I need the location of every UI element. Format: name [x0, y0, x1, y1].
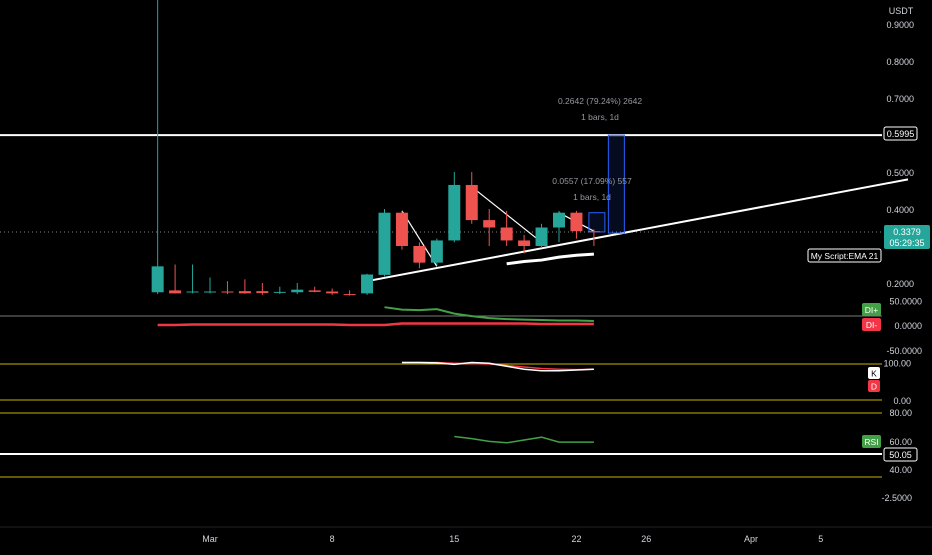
price-tick-label: 0.5000: [886, 168, 914, 178]
rsi-line: [454, 435, 594, 444]
candle-body: [361, 274, 374, 294]
price-axis[interactable]: USDT 0.9000 0.8000 0.7000 0.5000 0.4000 0.200…: [807, 6, 930, 503]
candle-body: [448, 184, 461, 241]
ema-label: My Script:EMA 21: [811, 251, 879, 261]
stoch-k-label-bg: [868, 367, 880, 379]
candle-body: [465, 184, 478, 221]
di-plus-label-bg: [862, 303, 881, 316]
candle-body: [587, 231, 600, 233]
price-tick-label: 0.8000: [886, 57, 914, 67]
dmi-tick-label: 50.0000: [889, 296, 922, 306]
dmi-tick-label: -50.0000: [886, 346, 922, 356]
measure-sublabel: 1 bars, 1d: [573, 192, 611, 202]
ema-label-bg: [807, 248, 882, 263]
stoch-d-label: D: [871, 382, 877, 392]
rsi-tick-label: 80.00: [889, 408, 912, 418]
candle-body: [169, 290, 182, 294]
separators-layer: [0, 231, 882, 478]
di-minus-line: [157, 322, 594, 327]
dmi-tick-label: 0.0000: [894, 321, 922, 331]
candle-body: [395, 212, 408, 246]
di-plus-label: DI+: [865, 305, 879, 315]
candle-body: [483, 220, 496, 228]
candle-body: [500, 227, 513, 241]
di-minus-label: DI-: [866, 320, 878, 330]
stoch-d-label-bg: [868, 380, 880, 392]
level-price-badge: 0.5995: [887, 129, 915, 139]
time-tick-label: 5: [818, 534, 823, 544]
rsi-value-badge-bg: [883, 447, 918, 462]
time-tick-label: 15: [449, 534, 459, 544]
candle-body: [518, 240, 531, 246]
candle-body: [221, 291, 234, 293]
rsi-tick-label: -2.5000: [881, 493, 912, 503]
candle-body: [570, 212, 583, 232]
currency-label: USDT: [889, 6, 914, 16]
rsi-label-bg: [862, 435, 881, 448]
price-tick-label: 0.9000: [886, 20, 914, 30]
candle-body: [238, 291, 251, 294]
candles-layer: [151, 0, 600, 296]
measure-label: 0.2642 (79.24%) 2642: [558, 96, 642, 106]
rsi-tick-label: 40.00: [889, 465, 912, 475]
measure-label: 0.0557 (17.09%) 557: [552, 176, 632, 186]
stoch-tick-label: 100.00: [883, 359, 911, 369]
candle-body: [204, 291, 216, 293]
candle-body: [413, 246, 426, 263]
di-plus-line: [384, 306, 594, 323]
stoch-k-line: [401, 361, 594, 372]
rsi-value-badge: 50.05: [889, 450, 912, 460]
candle-body: [326, 291, 339, 294]
time-axis[interactable]: Mar 8 15 22 26 Apr 5: [0, 526, 932, 544]
level-price-badge-bg: [883, 126, 918, 141]
ema21-line: [506, 252, 594, 266]
candle-body: [256, 291, 269, 293]
di-minus-label-bg: [862, 318, 881, 331]
measure-box: [588, 212, 606, 233]
time-tick-label: Apr: [744, 534, 758, 544]
last-price-badge-bg: [884, 225, 930, 249]
candle-body: [186, 291, 199, 293]
time-tick-label: 22: [571, 534, 581, 544]
candle-body: [291, 289, 304, 293]
time-tick-label: 8: [330, 534, 335, 544]
price-tick-label: 0.2000: [886, 279, 914, 289]
price-tick-label: 0.7000: [886, 94, 914, 104]
measure-sublabel: 1 bars, 1d: [581, 112, 619, 122]
candle-body: [343, 294, 356, 296]
candle-body: [430, 240, 443, 263]
drawing-layer: [0, 134, 909, 455]
candle-body: [273, 291, 286, 293]
rsi-tick-label: 60.00: [889, 437, 912, 447]
stoch-k-label: K: [871, 369, 877, 379]
time-tick-label: 26: [641, 534, 651, 544]
candle-body: [553, 212, 565, 228]
rsi-label: RSI: [864, 437, 878, 447]
time-tick-label: Mar: [202, 534, 218, 544]
last-price-value: 0.3379: [893, 227, 921, 237]
candle-body: [535, 227, 548, 246]
last-price-countdown: 05:29:35: [889, 238, 924, 248]
price-tick-label: 0.4000: [886, 205, 914, 215]
indicators-layer: [157, 252, 594, 444]
measure-box: [607, 134, 625, 234]
uptrend-line: [366, 178, 909, 283]
labels-layer: 0.2642 (79.24%) 2642 1 bars, 1d 0.0557 (17…: [552, 96, 642, 202]
stoch-tick-label: 0.00: [893, 396, 911, 406]
candle-body: [151, 266, 164, 293]
candle-body: [308, 290, 321, 292]
candle-body: [378, 212, 391, 275]
